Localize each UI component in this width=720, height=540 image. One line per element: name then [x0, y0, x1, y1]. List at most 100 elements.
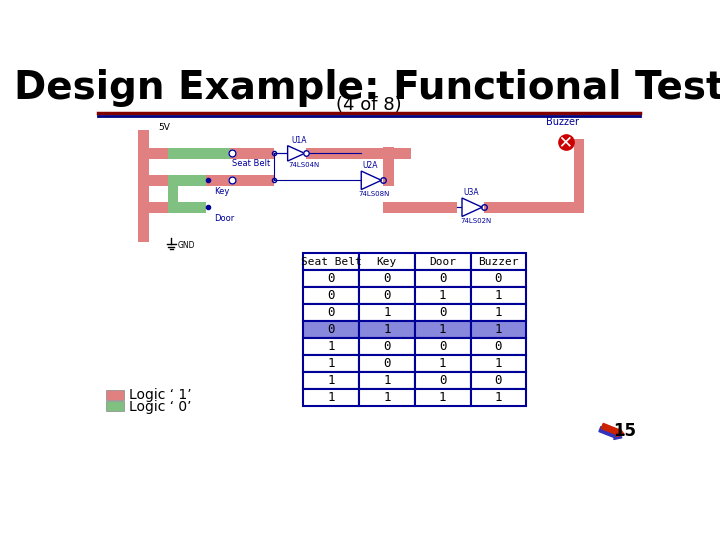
Bar [303, 287, 359, 304]
Text: 1: 1 [383, 374, 390, 387]
Bar [138, 202, 200, 213]
Text: U2A: U2A [363, 161, 378, 170]
Bar [383, 147, 394, 186]
Text: (4 of 8): (4 of 8) [336, 96, 402, 114]
Bar [138, 175, 274, 186]
Bar [359, 253, 415, 271]
Bar [168, 175, 179, 213]
Bar [106, 390, 124, 400]
Bar [138, 130, 149, 242]
Bar [415, 372, 471, 389]
Bar [168, 148, 230, 159]
Bar [471, 253, 526, 271]
Text: GND: GND [178, 241, 195, 250]
Bar [574, 139, 585, 213]
Text: 1: 1 [328, 357, 335, 370]
Text: 0: 0 [495, 340, 502, 353]
Text: 74LS02N: 74LS02N [461, 218, 492, 224]
Polygon shape [361, 171, 382, 190]
Bar [303, 253, 359, 271]
Text: Design Example: Functional Test: Design Example: Functional Test [14, 69, 720, 107]
Bar [471, 287, 526, 304]
Text: 1: 1 [495, 391, 502, 404]
Text: Seat Belt: Seat Belt [301, 257, 361, 267]
Text: 0: 0 [439, 374, 446, 387]
Text: 1: 1 [495, 289, 502, 302]
Text: 1: 1 [439, 357, 446, 370]
Bar [471, 389, 526, 406]
Bar [359, 304, 415, 321]
Bar [303, 304, 359, 321]
Bar [383, 202, 456, 213]
Bar [306, 148, 411, 159]
Bar [471, 304, 526, 321]
Bar [415, 338, 471, 355]
Bar [471, 271, 526, 287]
Bar [415, 321, 471, 338]
Text: 0: 0 [328, 289, 335, 302]
Bar [359, 321, 415, 338]
Bar [471, 321, 526, 338]
Text: Key: Key [377, 257, 397, 267]
Text: 0: 0 [328, 272, 335, 285]
Bar [471, 338, 526, 355]
Polygon shape [287, 146, 305, 161]
Text: U3A: U3A [464, 188, 480, 197]
Bar [303, 271, 359, 287]
Bar [415, 253, 471, 271]
Text: Logic ‘ 1’: Logic ‘ 1’ [129, 388, 192, 402]
Text: 0: 0 [439, 272, 446, 285]
Bar [484, 202, 585, 213]
Text: 15: 15 [613, 422, 636, 440]
Text: 1: 1 [439, 289, 446, 302]
Text: 0: 0 [328, 323, 335, 336]
Text: 0: 0 [383, 272, 390, 285]
Text: 1: 1 [495, 306, 502, 319]
Text: 0: 0 [439, 306, 446, 319]
Text: 1: 1 [383, 306, 390, 319]
Text: 1: 1 [328, 391, 335, 404]
Bar [106, 401, 124, 411]
Bar [415, 271, 471, 287]
Text: 0: 0 [383, 357, 390, 370]
Bar [359, 389, 415, 406]
Text: 1: 1 [495, 323, 502, 336]
Bar [303, 321, 359, 338]
Bar [415, 304, 471, 321]
Bar [168, 175, 206, 186]
Text: U1A: U1A [292, 136, 307, 145]
Text: Buzzer: Buzzer [546, 117, 580, 127]
Bar [415, 287, 471, 304]
Text: 0: 0 [383, 340, 390, 353]
Bar [168, 202, 206, 213]
Bar [138, 148, 274, 159]
Bar [303, 338, 359, 355]
Text: Door: Door [429, 257, 456, 267]
Text: Buzzer: Buzzer [478, 257, 518, 267]
Text: Door: Door [214, 214, 234, 223]
Bar [471, 355, 526, 372]
Text: 1: 1 [383, 391, 390, 404]
Text: 1: 1 [328, 374, 335, 387]
Text: 0: 0 [495, 374, 502, 387]
Text: 0: 0 [383, 289, 390, 302]
FancyArrow shape [601, 423, 624, 436]
Text: 0: 0 [328, 306, 335, 319]
Text: Seat Belt: Seat Belt [232, 159, 270, 168]
Bar [471, 372, 526, 389]
Text: 74LS04N: 74LS04N [289, 162, 320, 168]
Bar [415, 355, 471, 372]
Text: 1: 1 [439, 323, 446, 336]
Text: Logic ‘ 0’: Logic ‘ 0’ [129, 400, 192, 414]
Bar [359, 372, 415, 389]
Text: 1: 1 [439, 391, 446, 404]
Bar [359, 287, 415, 304]
Bar [303, 389, 359, 406]
Bar [359, 271, 415, 287]
Text: 5V: 5V [158, 123, 170, 132]
Text: 1: 1 [495, 357, 502, 370]
Text: 0: 0 [439, 340, 446, 353]
Bar [415, 389, 471, 406]
Polygon shape [462, 198, 482, 217]
Text: 1: 1 [328, 340, 335, 353]
